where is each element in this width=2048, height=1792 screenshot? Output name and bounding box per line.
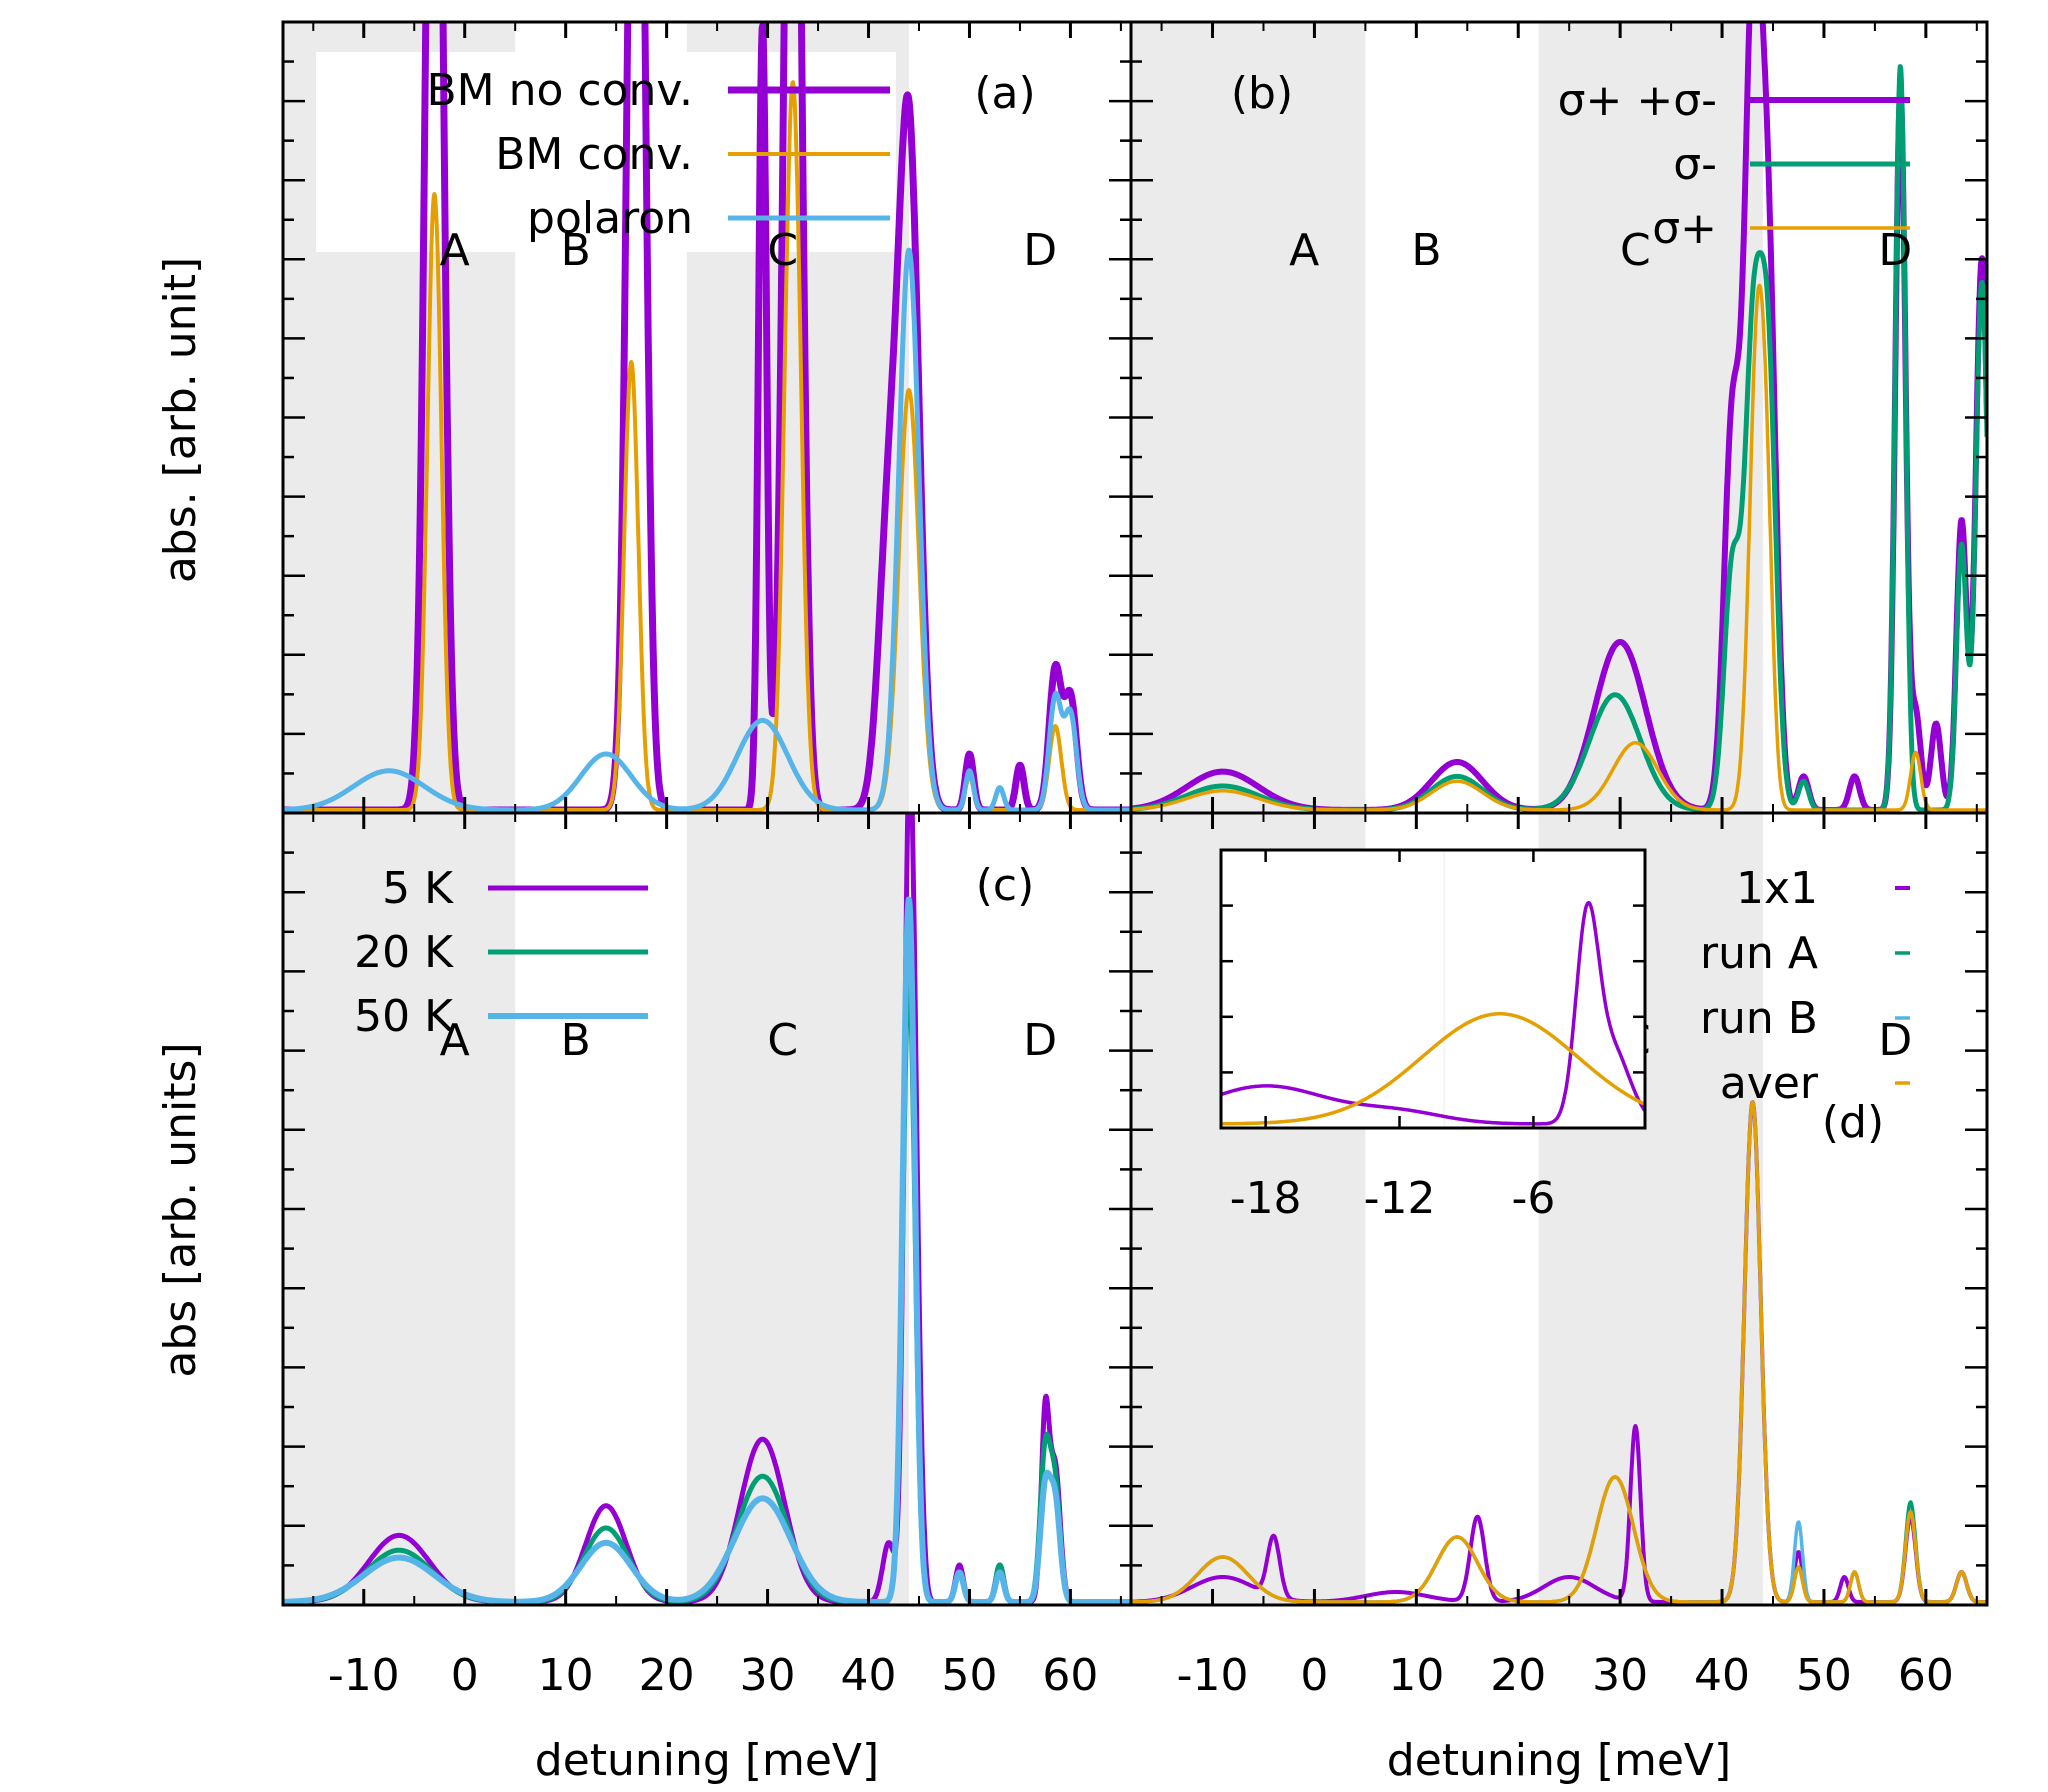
legend-entry-label: 1x1	[1736, 863, 1818, 914]
region-label-C: C	[1620, 225, 1651, 276]
y-axis-label: abs. [arb. unit]	[155, 257, 206, 583]
legend-entry-label: run B	[1700, 993, 1818, 1044]
region-label-D: D	[1023, 225, 1057, 276]
inset-x-tick-label: -18	[1230, 1173, 1302, 1224]
legend-entry-label: BM no conv.	[426, 65, 693, 116]
x-tick-label: 10	[538, 1650, 594, 1701]
region-label-C: C	[767, 1015, 798, 1066]
region-label-B: B	[1411, 225, 1441, 276]
panel-label: (a)	[974, 68, 1035, 119]
x-tick-label: 30	[1592, 1650, 1648, 1701]
legend-entry-label: 50 K	[354, 991, 454, 1042]
x-tick-label: 20	[1490, 1650, 1546, 1701]
region-label-D: D	[1878, 225, 1912, 276]
x-axis-label: detuning [meV]	[1387, 1735, 1731, 1786]
inset-plot: -18 -12 -6	[1219, 848, 1647, 1224]
y-axis-label: abs [arb. units]	[155, 1042, 206, 1377]
region-label-B: B	[561, 225, 591, 276]
panel-label: (d)	[1822, 1097, 1884, 1148]
legend-entry-label: aver	[1720, 1058, 1819, 1109]
x-axis-label: detuning [meV]	[535, 1735, 879, 1786]
series-line-2	[283, 247, 1131, 813]
x-tick-label: 0	[1300, 1650, 1328, 1701]
legend-entry-label: σ-	[1673, 139, 1717, 190]
region-label-A: A	[1289, 225, 1319, 276]
legend-entry-label: 20 K	[354, 927, 454, 978]
legend-entry-label: BM conv.	[495, 129, 693, 180]
x-tick-label: 40	[1694, 1650, 1750, 1701]
legend-entry-label: σ+	[1652, 203, 1717, 254]
panel-1: A B C D (b) σ+ +σ-σ-σ+	[1129, 20, 1989, 815]
panel-label: (b)	[1231, 68, 1293, 119]
shaded-region	[686, 813, 909, 1605]
x-tick-label: 60	[1042, 1650, 1098, 1701]
x-tick-label: 40	[841, 1650, 897, 1701]
x-tick-label: 50	[941, 1650, 997, 1701]
x-tick-label: 60	[1898, 1650, 1954, 1701]
panel-2: A B C D (c) -10 0 10 20 30 40 50 60 abs [arb. units] 5…	[155, 811, 1133, 1786]
series-line-2	[1131, 283, 1987, 812]
panel-0: A B C D (a) abs. [arb. unit] BM no conv. BM con…	[155, 20, 1133, 815]
shaded-region	[283, 813, 516, 1605]
region-label-C: C	[767, 225, 798, 276]
inset-x-tick-label: -12	[1364, 1173, 1436, 1224]
x-tick-label: 50	[1796, 1650, 1852, 1701]
inset-frame	[1219, 848, 1647, 1130]
region-label-D: D	[1878, 1015, 1912, 1066]
legend-entry-label: σ+ +σ-	[1558, 75, 1717, 126]
x-tick-label: 10	[1388, 1650, 1444, 1701]
legend-entry-label: polaron	[527, 193, 693, 244]
shaded-region	[1131, 22, 1366, 813]
panel-label: (c)	[976, 860, 1035, 911]
x-tick-label: 20	[639, 1650, 695, 1701]
region-label-D: D	[1023, 1015, 1057, 1066]
x-tick-label: 0	[451, 1650, 479, 1701]
x-tick-label: -10	[1177, 1650, 1249, 1701]
legend-entry-label: run A	[1700, 928, 1818, 979]
region-label-B: B	[561, 1015, 591, 1066]
inset-x-tick-label: -6	[1511, 1173, 1555, 1224]
inset-series-line	[1221, 1012, 1646, 1126]
series-line-3	[1131, 1100, 1987, 1604]
series-line-0	[1131, 1100, 1987, 1604]
x-tick-label: -10	[328, 1650, 400, 1701]
series-line-2	[283, 896, 1131, 1605]
legend-entry-label: 5 K	[382, 863, 454, 914]
x-tick-label: 30	[740, 1650, 796, 1701]
inset-series-line	[1220, 900, 1647, 1126]
region-label-A: A	[440, 1015, 470, 1066]
region-label-A: A	[440, 225, 470, 276]
